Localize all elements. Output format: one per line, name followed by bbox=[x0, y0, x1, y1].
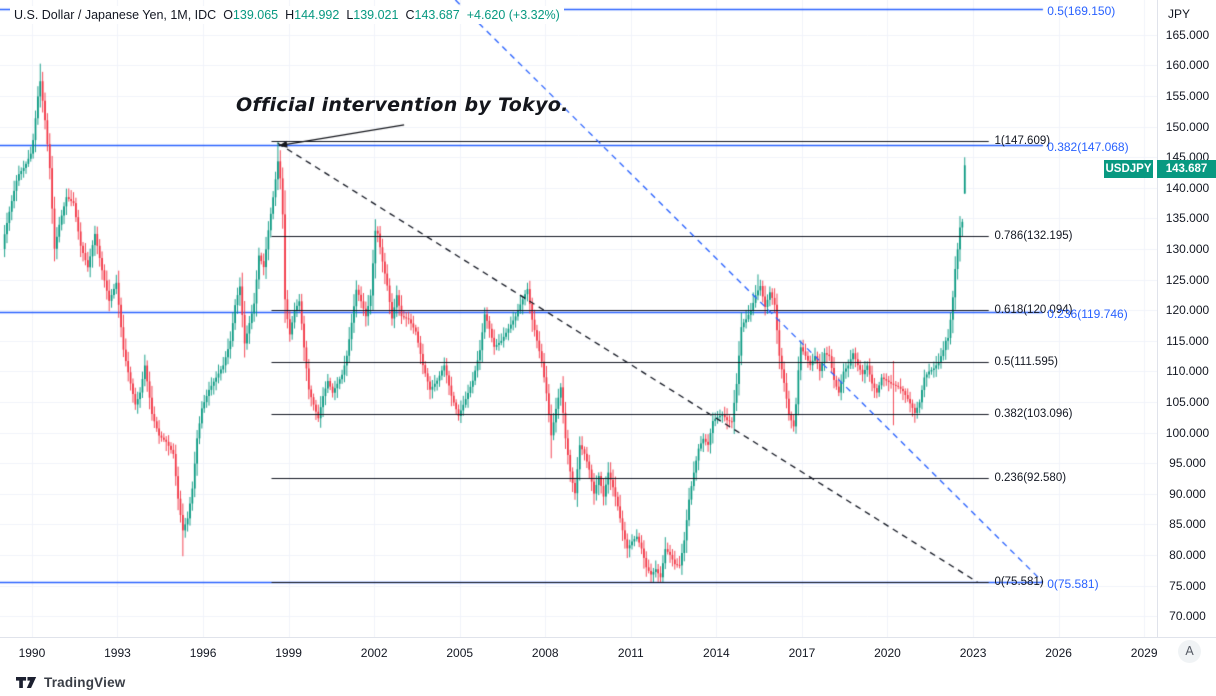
candlestick-chart-surface[interactable] bbox=[0, 0, 1157, 637]
last-price-badge: 143.687 bbox=[1157, 160, 1216, 178]
price-tick-label: 115.000 bbox=[1166, 333, 1209, 348]
price-tick-label: 135.000 bbox=[1165, 211, 1210, 226]
price-tick-label: 90.000 bbox=[1169, 486, 1206, 501]
price-tick-label: 130.000 bbox=[1165, 242, 1210, 257]
price-tick-label: 75.000 bbox=[1169, 578, 1206, 593]
high-value: 144.992 bbox=[294, 8, 340, 22]
year-tick-label: 2002 bbox=[360, 646, 388, 660]
price-tick-label: 160.000 bbox=[1165, 58, 1210, 73]
price-tick-label: 110.000 bbox=[1166, 364, 1209, 379]
low-value: 139.021 bbox=[353, 8, 399, 22]
price-tick-label: 120.000 bbox=[1165, 303, 1210, 318]
year-tick-label: 2026 bbox=[1045, 646, 1072, 660]
year-tick-label: 2011 bbox=[617, 646, 644, 660]
price-tick-label: 105.000 bbox=[1165, 395, 1210, 410]
tradingview-logo[interactable]: TradingView bbox=[16, 675, 125, 690]
price-tick-label: 85.000 bbox=[1169, 517, 1206, 532]
annotation-text[interactable]: Official intervention by Tokyo. bbox=[236, 94, 569, 116]
price-tick-label: 95.000 bbox=[1169, 456, 1206, 471]
fib-level-label-blue: 0.5(169.150) bbox=[1047, 4, 1116, 19]
year-tick-label: 2014 bbox=[703, 646, 730, 660]
price-tick-label: 70.000 bbox=[1169, 609, 1206, 624]
change-value: +4.620 (+3.32%) bbox=[466, 8, 560, 22]
fib-level-label-black: 0.236(92.580) bbox=[994, 472, 1067, 485]
year-tick-label: 2029 bbox=[1130, 646, 1158, 660]
footer-bar: TradingView bbox=[0, 668, 1216, 696]
open-label: O bbox=[223, 8, 233, 22]
tradingview-logo-text: TradingView bbox=[44, 675, 126, 690]
price-tick-label: 140.000 bbox=[1165, 180, 1210, 195]
year-tick-label: 2005 bbox=[446, 646, 474, 660]
price-tick-label: 125.000 bbox=[1165, 272, 1210, 287]
fib-level-label-blue: 0(75.581) bbox=[1047, 577, 1099, 592]
year-tick-label: 2020 bbox=[874, 646, 901, 660]
fib-level-label-blue: 0.382(147.068) bbox=[1047, 139, 1129, 154]
fib-level-label-black: 0.382(103.096) bbox=[994, 407, 1073, 420]
fib-level-label-black: 0(75.581) bbox=[994, 576, 1044, 589]
fib-level-label-black: 0.618(120.094) bbox=[994, 303, 1073, 316]
price-tick-label: 80.000 bbox=[1169, 548, 1206, 562]
symbol-title[interactable]: U.S. Dollar / Japanese Yen, 1M, IDC bbox=[14, 8, 217, 22]
time-axis[interactable]: 1990 1993 1996 1999 2002 2005 2008 2011 2014 2017… bbox=[0, 637, 1216, 669]
price-axis[interactable]: JPY 165.000 160.000 155.000 150.000 145.000 1… bbox=[1157, 0, 1216, 637]
fib-level-label-blue: 0.236(119.746) bbox=[1047, 306, 1128, 321]
open-value: 139.065 bbox=[232, 8, 279, 22]
low-label: L bbox=[346, 8, 354, 22]
year-tick-label: 2017 bbox=[788, 646, 816, 660]
fib-level-label-black: 0.786(132.195) bbox=[994, 229, 1073, 242]
fib-level-label-black: 0.5(111.595) bbox=[994, 355, 1058, 368]
year-tick-label: 1990 bbox=[18, 646, 46, 660]
year-tick-label: 2008 bbox=[531, 646, 559, 660]
tradingview-logo-icon bbox=[16, 676, 38, 689]
price-tick-label: 150.000 bbox=[1165, 119, 1210, 134]
year-tick-label: 1999 bbox=[275, 646, 302, 660]
attribution-button[interactable]: A bbox=[1178, 640, 1201, 663]
high-label: H bbox=[285, 8, 295, 22]
fib-level-label-black: 1(147.609) bbox=[994, 135, 1051, 148]
year-tick-label: 1993 bbox=[104, 646, 131, 660]
year-tick-label: 2023 bbox=[959, 646, 987, 660]
price-tick-label: 165.000 bbox=[1165, 27, 1210, 42]
close-label: C bbox=[405, 8, 415, 22]
year-tick-label: 1996 bbox=[189, 646, 217, 660]
price-tick-label: 100.000 bbox=[1165, 425, 1210, 440]
symbol-badge: USDJPY bbox=[1104, 160, 1153, 178]
currency-label: JPY bbox=[1168, 7, 1191, 21]
chart-legend: U.S. Dollar / Japanese Yen, 1M, IDC O139.… bbox=[10, 6, 564, 24]
close-value: 143.687 bbox=[414, 8, 460, 22]
price-tick-label: 155.000 bbox=[1165, 89, 1210, 104]
